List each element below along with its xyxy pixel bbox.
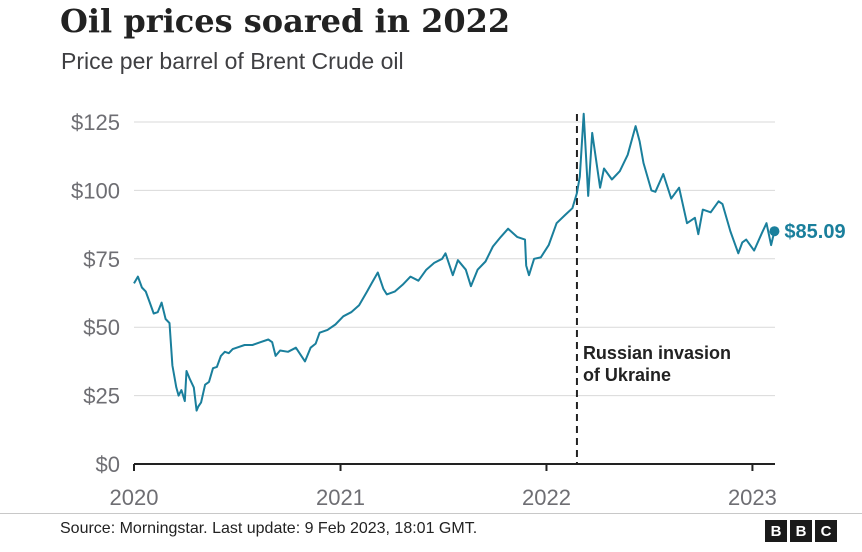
price-line xyxy=(133,112,776,412)
chart-subtitle: Price per barrel of Brent Crude oil xyxy=(61,48,404,74)
bbc-logo-letter: B xyxy=(765,520,787,542)
x-tick-label: 2022 xyxy=(522,485,571,510)
annotation-label: Russian invasion xyxy=(583,343,731,363)
annotation-label: of Ukraine xyxy=(583,365,671,385)
y-tick-label: $25 xyxy=(83,384,120,409)
source-note: Source: Morningstar. Last update: 9 Feb … xyxy=(60,520,478,537)
y-tick-label: $50 xyxy=(83,315,120,340)
x-axis: 2020 2021 2022 2023 xyxy=(110,463,777,510)
bbc-logo-letter: B xyxy=(790,520,812,542)
y-axis-tick-labels: $0 $25 $50 $75 $100 $125 xyxy=(71,110,120,477)
y-tick-label: $0 xyxy=(96,452,120,477)
end-point-dot xyxy=(769,226,780,237)
bbc-logo-letter: C xyxy=(815,520,837,542)
y-tick-label: $75 xyxy=(83,247,120,272)
x-tick-label: 2020 xyxy=(110,485,159,510)
bbc-logo: B B C xyxy=(765,520,837,542)
chart-title: Oil prices soared in 2022 xyxy=(60,2,511,40)
y-tick-label: $125 xyxy=(71,110,120,135)
y-tick-label: $100 xyxy=(71,178,120,203)
end-value-label: $85.09 xyxy=(784,221,845,243)
price-series: $85.09 xyxy=(133,112,846,412)
x-tick-label: 2021 xyxy=(316,485,365,510)
x-tick-label: 2023 xyxy=(728,485,777,510)
footer-divider xyxy=(0,513,862,514)
